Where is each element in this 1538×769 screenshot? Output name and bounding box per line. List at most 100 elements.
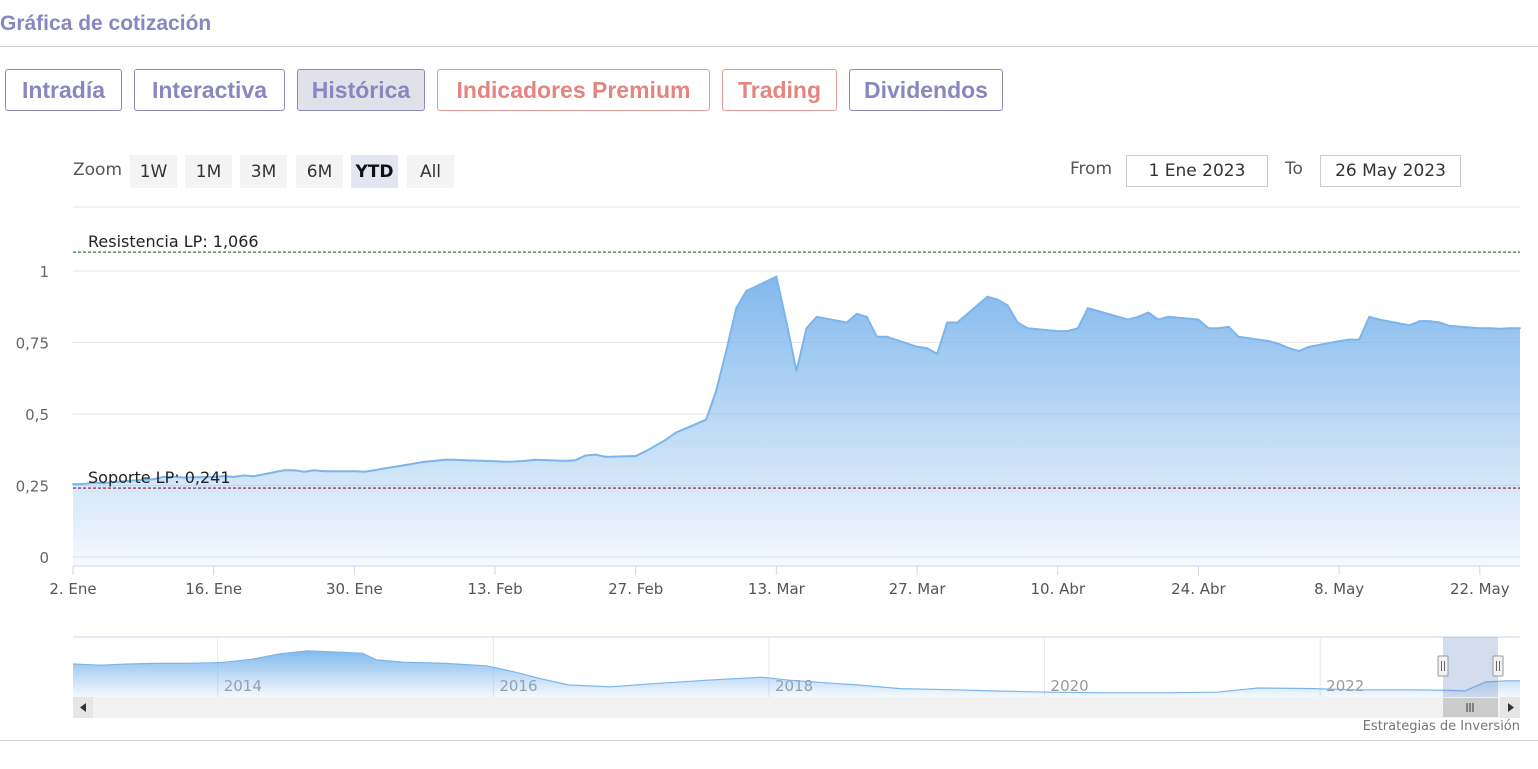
section-title: Gráfica de cotización bbox=[0, 12, 212, 35]
price-point bbox=[1348, 338, 1351, 341]
navigator-left-handle[interactable] bbox=[1437, 655, 1449, 677]
price-point bbox=[1147, 311, 1150, 314]
from-date-input[interactable]: 1 Ene 2023 bbox=[1126, 155, 1268, 187]
chevron-right-icon bbox=[1508, 703, 1514, 712]
zoom-button-all[interactable]: All bbox=[407, 155, 454, 188]
price-point bbox=[946, 321, 949, 324]
zoom-button-1m[interactable]: 1M bbox=[185, 155, 232, 188]
x-tick-label: 27. Feb bbox=[608, 580, 663, 598]
price-point bbox=[876, 335, 878, 338]
price-point bbox=[916, 345, 918, 348]
tab-interactiva[interactable]: Interactiva bbox=[134, 69, 285, 111]
price-point bbox=[775, 275, 778, 278]
from-label: From bbox=[1070, 159, 1113, 179]
price-point bbox=[1026, 327, 1029, 330]
price-point bbox=[534, 458, 537, 461]
price-point bbox=[102, 482, 104, 485]
y-tick-label: 1 bbox=[39, 263, 49, 281]
x-tick-label: 27. Mar bbox=[889, 580, 947, 598]
price-point bbox=[172, 476, 175, 478]
price-point bbox=[986, 295, 989, 298]
navigator-area bbox=[73, 650, 1520, 697]
price-point bbox=[232, 476, 235, 478]
price-point bbox=[1006, 304, 1009, 307]
price-point bbox=[1087, 307, 1089, 310]
price-point bbox=[433, 460, 436, 462]
price-point bbox=[1378, 318, 1381, 321]
price-point bbox=[514, 460, 516, 463]
price-point bbox=[464, 459, 466, 462]
x-tick-label: 13. Feb bbox=[467, 580, 522, 598]
y-tick-label: 0,75 bbox=[16, 335, 49, 353]
tab-indicadores-premium[interactable]: Indicadores Premium bbox=[437, 69, 710, 111]
title-divider bbox=[0, 46, 1538, 47]
price-point bbox=[1448, 325, 1451, 327]
price-point bbox=[604, 456, 607, 458]
price-point bbox=[886, 335, 888, 338]
price-point bbox=[1016, 321, 1019, 324]
price-point bbox=[1418, 320, 1421, 322]
price-point bbox=[182, 476, 185, 479]
price-point bbox=[675, 431, 677, 434]
navigator-year-label: 2020 bbox=[1051, 677, 1089, 695]
price-point bbox=[242, 474, 245, 477]
price-point bbox=[795, 370, 798, 372]
price-point bbox=[283, 469, 285, 472]
price-point bbox=[112, 481, 115, 483]
support-label: Soporte LP: 0,241 bbox=[88, 468, 231, 487]
price-point bbox=[1237, 335, 1240, 338]
navigator-right-handle[interactable] bbox=[1492, 655, 1504, 677]
to-date-input[interactable]: 26 May 2023 bbox=[1320, 155, 1461, 187]
price-point bbox=[1207, 327, 1210, 330]
x-tick-label: 30. Ene bbox=[326, 580, 383, 598]
zoom-button-6m[interactable]: 6M bbox=[296, 155, 343, 188]
zoom-label: Zoom bbox=[73, 160, 123, 180]
navigator-line bbox=[72, 650, 1520, 694]
price-point bbox=[253, 475, 255, 478]
scrollbar-track[interactable] bbox=[73, 697, 1520, 718]
x-tick-label: 16. Ene bbox=[185, 580, 242, 598]
price-area bbox=[73, 276, 1520, 566]
price-point bbox=[1438, 321, 1441, 324]
tab-dividendos[interactable]: Dividendos bbox=[849, 69, 1003, 111]
price-point bbox=[1127, 318, 1129, 321]
price-point bbox=[1408, 324, 1411, 327]
navigator-selection bbox=[1443, 637, 1498, 697]
price-point bbox=[644, 450, 647, 453]
price-point bbox=[152, 478, 155, 481]
price-point bbox=[574, 459, 577, 462]
price-point bbox=[785, 321, 788, 324]
price-point bbox=[142, 478, 145, 481]
x-tick-label: 2. Ene bbox=[49, 580, 96, 598]
price-point bbox=[1066, 330, 1069, 332]
price-point bbox=[594, 453, 597, 456]
price-point bbox=[1288, 347, 1290, 350]
zoom-button-1w[interactable]: 1W bbox=[130, 155, 177, 188]
price-point bbox=[1478, 327, 1481, 330]
tab-histórica[interactable]: Histórica bbox=[297, 69, 425, 111]
x-tick-label: 13. Mar bbox=[748, 580, 806, 598]
price-point bbox=[323, 470, 326, 473]
resistance-label: Resistencia LP: 1,066 bbox=[88, 232, 259, 251]
price-point bbox=[373, 469, 376, 472]
price-point bbox=[222, 475, 225, 477]
price-point bbox=[715, 390, 717, 392]
price-point bbox=[1137, 315, 1140, 318]
zoom-button-ytd[interactable]: YTD bbox=[351, 155, 398, 188]
price-point bbox=[1499, 327, 1501, 330]
price-point bbox=[1298, 350, 1300, 352]
tab-trading[interactable]: Trading bbox=[722, 69, 837, 111]
price-point bbox=[936, 353, 939, 355]
price-point bbox=[1167, 315, 1170, 318]
price-point bbox=[634, 455, 637, 457]
price-point bbox=[564, 460, 567, 462]
bottom-divider bbox=[0, 740, 1538, 741]
price-point bbox=[72, 483, 74, 485]
x-tick-label: 24. Abr bbox=[1171, 580, 1226, 598]
tab-intradía[interactable]: Intradía bbox=[5, 69, 122, 111]
zoom-button-3m[interactable]: 3M bbox=[240, 155, 287, 188]
price-point bbox=[162, 476, 165, 478]
price-point bbox=[1519, 327, 1521, 330]
price-point bbox=[212, 476, 215, 478]
price-point bbox=[1227, 325, 1230, 328]
